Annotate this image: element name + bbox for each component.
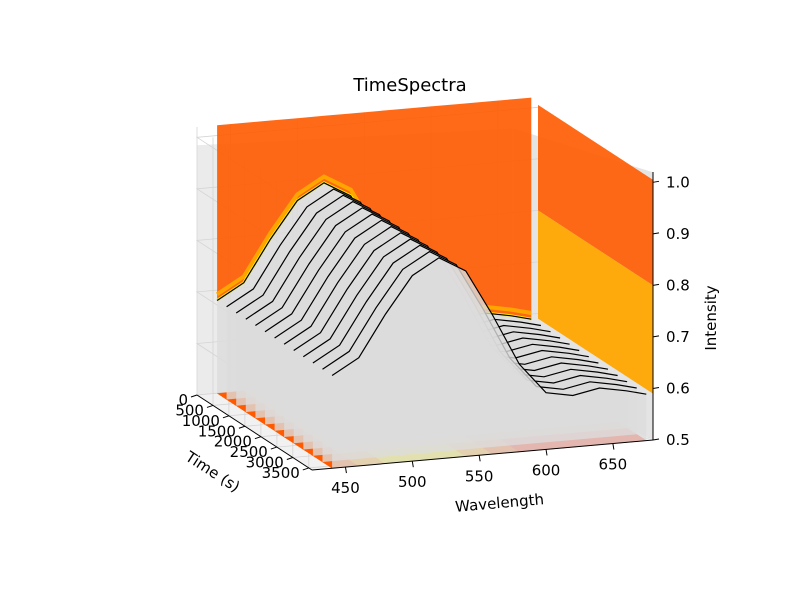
y-tick-label: 2000 [214, 433, 252, 451]
y-tick-mark [270, 446, 278, 450]
y-tick-label: 3000 [246, 454, 284, 472]
spectrum-line [331, 257, 647, 397]
side-wall-projection [538, 104, 653, 394]
spectra-surface [216, 182, 647, 469]
chart-title: TimeSpectra [352, 75, 466, 96]
z-axis-label: Intensity [702, 285, 720, 350]
y-tick-mark [190, 394, 198, 398]
z-tick-label: 0.5 [666, 431, 690, 449]
y-tick-mark [302, 467, 309, 471]
z-tick-mark [652, 180, 660, 183]
x-tick-mark [545, 449, 548, 456]
axis-ticks: 450 500 550 600 6500500100015002000250030003… [175, 173, 690, 497]
x-tick-label: 550 [465, 467, 494, 485]
y-tick-label: 1500 [198, 422, 236, 440]
x-tick-mark [478, 455, 481, 462]
y-tick-mark [238, 425, 246, 429]
y-tick-label: 3500 [262, 464, 300, 482]
y-tick-mark [254, 436, 262, 440]
y-tick-label: 1000 [182, 412, 220, 430]
z-tick-label: 0.9 [666, 225, 690, 243]
x-tick-mark [411, 461, 414, 468]
z-tick-label: 0.7 [666, 328, 690, 346]
wavelength-axis-line [311, 439, 654, 471]
z-tick-mark [652, 335, 660, 338]
y-tick-label: 0 [178, 391, 188, 409]
z-tick-mark [652, 283, 660, 286]
side-projection-band [538, 104, 653, 286]
z-tick-mark [652, 232, 660, 235]
side-projection-band [538, 210, 653, 394]
x-tick-label: 450 [331, 479, 360, 497]
y-tick-mark [286, 457, 293, 460]
x-tick-mark [344, 466, 347, 474]
y-tick-mark [206, 404, 214, 408]
y-tick-label: 2500 [230, 443, 268, 461]
z-tick-label: 1.0 [666, 173, 690, 191]
y-tick-mark [222, 415, 230, 419]
z-tick-mark [652, 386, 660, 389]
z-tick-mark [652, 438, 660, 441]
y-tick-label: 500 [175, 401, 204, 419]
x-tick-label: 650 [599, 456, 628, 474]
x-tick-mark [612, 443, 615, 450]
z-tick-label: 0.6 [666, 379, 690, 397]
x-tick-label: 600 [532, 461, 561, 479]
x-tick-label: 500 [398, 473, 427, 491]
spectrum-fill [332, 257, 647, 469]
z-tick-label: 0.8 [666, 276, 690, 294]
